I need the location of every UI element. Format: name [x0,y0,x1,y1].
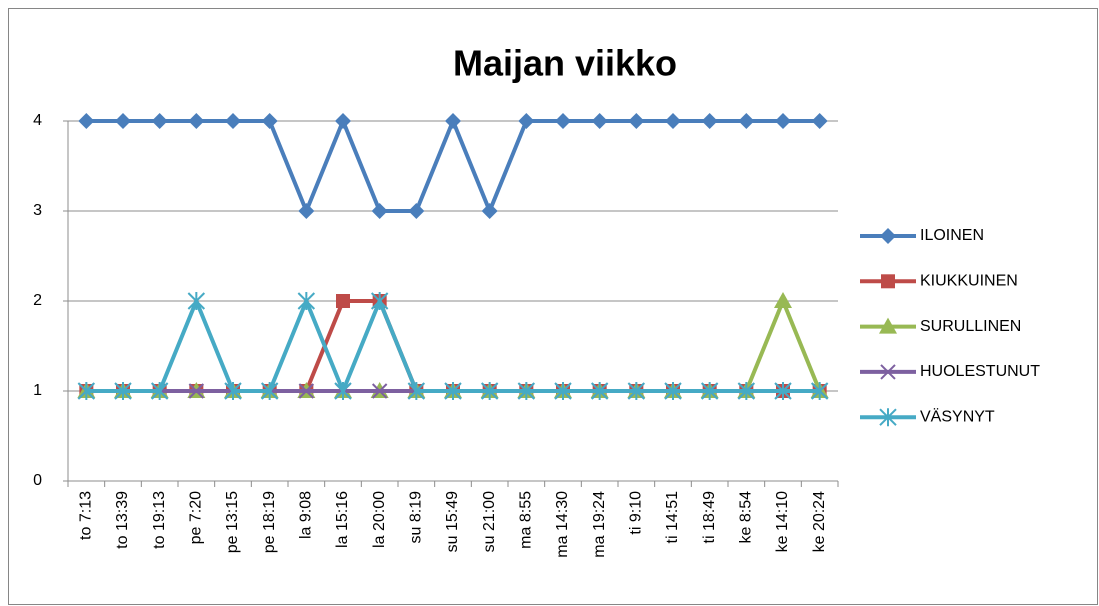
x-tick-label: ti 14:51 [664,491,681,544]
point-marker [664,382,682,400]
point-marker [224,382,242,400]
y-tick-label: 3 [33,202,42,219]
point-marker [518,113,535,129]
point-marker [371,203,388,219]
point-marker [627,382,646,400]
point-marker [445,113,461,129]
point-marker [151,113,168,129]
x-tick-label: ma 19:24 [591,491,608,558]
point-marker [188,383,205,399]
point-marker [408,203,425,219]
legend-label: VÄSYNYT [920,407,995,425]
point-marker [334,382,352,400]
x-tick-label: ke 14:10 [774,491,791,552]
x-tick-label: la 20:00 [371,491,388,548]
x-tick-label: ti 18:49 [701,491,718,544]
point-marker [407,382,426,400]
point-marker [879,408,897,427]
point-marker [701,113,718,129]
point-marker [371,383,388,399]
point-marker [591,113,608,129]
x-tick-label: to 13:39 [114,491,131,549]
x-tick-label: ti 9:10 [628,491,645,535]
point-marker [628,113,645,129]
point-marker [335,113,351,129]
point-marker [336,294,350,308]
point-marker [590,382,609,400]
point-marker [811,113,828,129]
chart-title: Maijan viikko [453,43,677,84]
point-marker [480,382,499,400]
point-marker [737,382,756,400]
point-marker [298,383,315,399]
x-tick-label: ma 14:30 [554,491,571,558]
point-marker [188,113,205,129]
point-marker [774,292,792,308]
chart-border [8,8,1098,605]
y-tick-label: 2 [33,292,42,309]
point-marker [78,113,95,129]
x-tick-label: pe 13:15 [224,491,241,553]
point-marker [810,382,829,400]
point-marker [77,382,96,400]
x-tick-label: su 15:49 [444,491,461,552]
x-tick-label: la 9:08 [298,491,315,539]
point-marker [115,113,131,129]
x-tick-label: la 15:16 [334,491,351,548]
point-marker [261,113,278,129]
point-marker [880,364,896,380]
point-marker [700,382,719,400]
legend-label: ILOINEN [920,227,984,244]
x-tick-label: ke 20:24 [811,491,828,552]
y-tick-label: 1 [33,382,42,399]
point-marker [260,382,279,400]
point-marker [774,382,792,400]
legend-label: KIUKKUINEN [920,273,1018,290]
legend-label: HUOLESTUNUT [920,363,1040,380]
point-marker [297,292,316,310]
series [78,113,828,219]
point-marker [150,382,169,400]
point-marker [555,113,571,129]
point-marker [187,292,206,310]
y-tick-label: 4 [33,112,42,129]
point-marker [554,382,572,400]
point-marker [370,292,389,310]
series [77,292,829,400]
point-marker [225,113,241,129]
point-marker [775,113,791,129]
point-marker [298,203,315,219]
x-tick-label: to 19:13 [151,491,168,549]
x-tick-label: pe 7:20 [188,491,205,544]
point-marker [444,382,462,400]
legend-label: SURULLINEN [920,318,1021,335]
point-marker [879,317,897,334]
point-marker [665,113,681,129]
x-tick-label: to 7:13 [78,491,95,540]
point-marker [517,382,536,400]
point-marker [481,203,498,219]
point-marker [114,382,132,400]
x-tick-label: su 21:00 [481,491,498,552]
y-tick-label: 0 [33,472,42,489]
x-tick-label: ma 8:55 [518,491,535,549]
x-tick-label: pe 18:19 [261,491,278,553]
point-marker [880,228,896,244]
x-tick-label: su 8:19 [408,491,425,544]
point-marker [881,274,895,289]
x-tick-label: ke 8:54 [738,491,755,544]
point-marker [738,113,755,129]
